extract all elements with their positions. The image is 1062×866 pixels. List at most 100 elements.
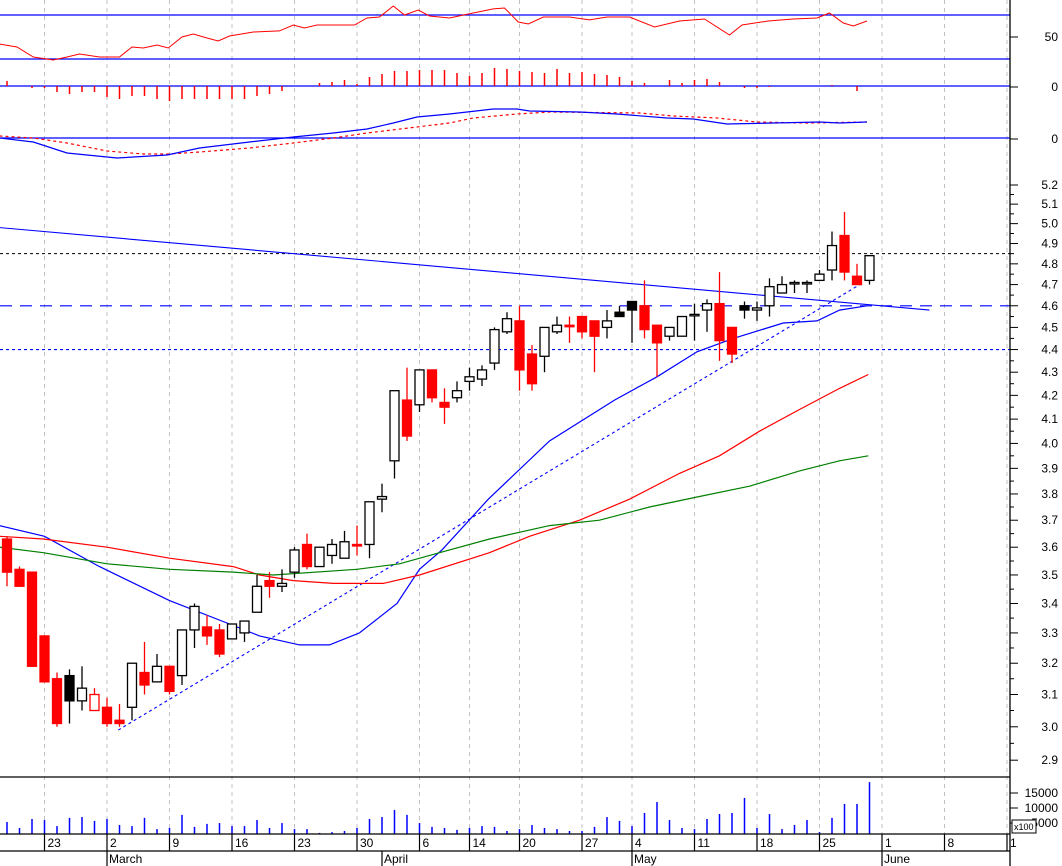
candle-body <box>789 281 800 285</box>
candle-body <box>551 324 563 333</box>
candle-body <box>1 538 13 573</box>
candle-body <box>26 571 38 667</box>
candle-body <box>576 315 588 333</box>
candle-body <box>276 582 288 587</box>
candle-body <box>189 605 200 631</box>
candle-body <box>764 286 775 307</box>
candle-body <box>101 706 113 725</box>
candle-body <box>676 315 688 337</box>
candle-body <box>439 401 450 408</box>
candle-body <box>664 326 675 337</box>
price-tick-label: 3.2 <box>1041 656 1058 670</box>
date-tick-label: 1 <box>1010 836 1017 850</box>
price-tick-label: 4.5 <box>1041 320 1058 334</box>
date-tick-label: 16 <box>235 836 249 850</box>
moving-average-line <box>0 455 869 576</box>
oscillator-axis-label: 50 <box>1045 30 1059 44</box>
candle-body <box>476 369 488 380</box>
candle-body <box>89 693 100 712</box>
candle-body <box>264 579 275 587</box>
macd-panel <box>0 108 1010 159</box>
trendline <box>0 227 930 311</box>
volume-panel <box>0 776 1010 834</box>
macd-axis-label: 0 <box>1051 132 1058 146</box>
date-tick-label: 25 <box>823 836 837 850</box>
moving-average-line <box>0 373 869 585</box>
price-panel <box>0 211 1010 731</box>
oscillator-line <box>0 5 868 61</box>
moving-average-line <box>0 305 868 646</box>
candle-body <box>389 390 400 462</box>
candle-body <box>226 623 238 640</box>
price-tick-label: 4.8 <box>1041 257 1058 271</box>
candle-body <box>864 255 875 282</box>
candle-body <box>114 719 125 725</box>
volume-multiplier-box <box>1011 819 1037 834</box>
candle-body <box>201 626 213 637</box>
candle-body <box>239 620 250 634</box>
candle-body <box>151 665 163 683</box>
price-tick-label: 3.5 <box>1041 568 1058 582</box>
candle-body <box>651 324 663 344</box>
oscillator-panel <box>0 5 1010 61</box>
candle-body <box>639 305 650 331</box>
candle-body <box>76 687 88 702</box>
price-tick-label: 4.1 <box>1041 412 1058 426</box>
price-tick-label: 5.2 <box>1041 178 1058 192</box>
candle-body <box>701 302 713 311</box>
candle-body <box>139 671 150 686</box>
candle-body <box>501 318 513 333</box>
month-label: June <box>884 852 910 866</box>
month-label: March <box>109 852 142 866</box>
price-tick-label: 4.3 <box>1041 365 1058 379</box>
candle-body <box>714 302 725 342</box>
candle-body <box>564 324 575 328</box>
date-tick-label: 9 <box>173 836 180 850</box>
candle-body <box>726 326 738 355</box>
candle-body <box>601 320 613 329</box>
candle-body <box>214 629 225 655</box>
candle-body <box>339 541 350 559</box>
macd-line <box>0 108 868 159</box>
histogram-panel <box>0 68 1010 101</box>
date-tick-label: 6 <box>423 836 430 850</box>
date-tick-label: 30 <box>360 836 374 850</box>
date-tick-label: 1 <box>885 836 892 850</box>
candle-body <box>626 300 638 311</box>
volume-tick-label: 15000 <box>1025 786 1059 800</box>
date-tick-label: 20 <box>523 836 537 850</box>
date-tick-label: 23 <box>298 836 312 850</box>
candle-body <box>364 501 375 546</box>
price-tick-label: 4.0 <box>1041 436 1058 450</box>
date-tick-label: 11 <box>698 836 711 850</box>
candle-body <box>326 543 338 557</box>
price-tick-label: 4.2 <box>1041 388 1058 402</box>
candle-body <box>689 313 700 317</box>
price-tick-label: 4.7 <box>1041 278 1058 292</box>
macd-signal-line <box>0 111 868 155</box>
volume-multiplier-label: x100 <box>1014 822 1034 832</box>
price-tick-label: 4.9 <box>1041 237 1058 251</box>
trendline <box>117 282 864 731</box>
candle-body <box>814 273 825 282</box>
candle-body <box>39 635 50 683</box>
candle-body <box>401 399 413 437</box>
candle-body <box>489 328 500 364</box>
candle-body <box>839 234 850 273</box>
price-tick-label: 3.1 <box>1041 687 1058 701</box>
candle-body <box>414 369 425 406</box>
month-label: May <box>634 852 657 866</box>
candle-body <box>14 568 25 587</box>
candle-body <box>164 665 175 692</box>
gridlines <box>44 0 1008 834</box>
price-tick-label: 3.6 <box>1041 540 1058 554</box>
candle-body <box>351 543 363 547</box>
candle-body <box>426 369 438 399</box>
date-tick-label: 14 <box>473 836 487 850</box>
histogram-axis-label: 0 <box>1051 80 1058 94</box>
candle-body <box>176 629 188 677</box>
price-tick-label: 3.7 <box>1041 513 1058 527</box>
price-tick-label: 3.3 <box>1041 626 1058 640</box>
